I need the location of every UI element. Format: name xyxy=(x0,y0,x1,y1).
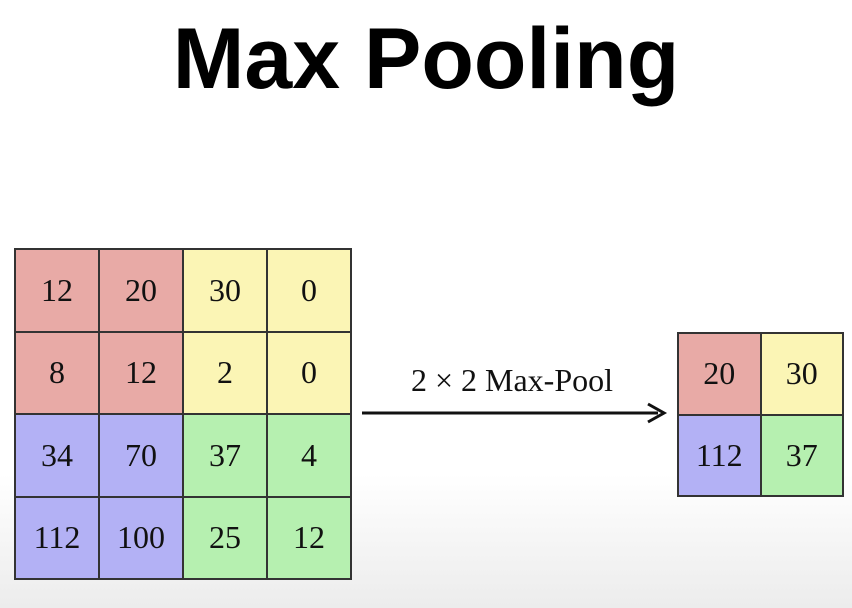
input-matrix-cell: 12 xyxy=(267,496,351,579)
input-matrix-cell: 2 xyxy=(183,331,267,414)
page-title: Max Pooling xyxy=(172,11,680,107)
input-matrix-cell: 4 xyxy=(267,414,351,497)
output-matrix-cell: 20 xyxy=(678,333,761,415)
input-matrix-cell: 25 xyxy=(183,496,267,579)
input-matrix-cell: 112 xyxy=(15,496,99,579)
input-matrix-cell: 12 xyxy=(99,331,183,414)
input-matrix-cell: 0 xyxy=(267,249,351,332)
arrow-right-icon xyxy=(362,402,668,424)
output-matrix-cell: 30 xyxy=(760,333,843,415)
input-matrix-cell: 12 xyxy=(15,249,99,332)
input-matrix-cell: 70 xyxy=(99,414,183,497)
operation-label: 2 × 2 Max-Pool xyxy=(410,362,614,398)
input-matrix-cell: 20 xyxy=(99,249,183,332)
input-matrix-cell: 34 xyxy=(15,414,99,497)
input-matrix-cell: 30 xyxy=(183,249,267,332)
input-matrix-cell: 100 xyxy=(99,496,183,579)
input-matrix-cell: 8 xyxy=(15,331,99,414)
output-matrix: 20 30 112 37 xyxy=(677,332,844,497)
input-matrix-cell: 37 xyxy=(183,414,267,497)
output-matrix-cell: 112 xyxy=(678,414,761,496)
output-matrix-cell: 37 xyxy=(760,414,843,496)
input-matrix-cell: 0 xyxy=(267,331,351,414)
input-matrix: 12 20 30 0 8 12 2 0 34 70 37 4 112 100 25 12 xyxy=(14,248,352,580)
